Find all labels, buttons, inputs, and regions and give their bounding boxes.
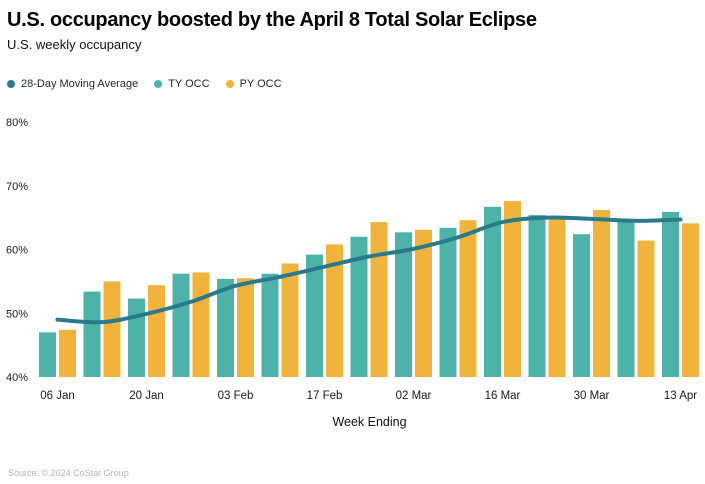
x-axis-tick-label: 17 Feb <box>307 390 343 402</box>
bar-py-occ[interactable] <box>548 216 566 377</box>
legend-label: PY OCC <box>239 77 282 90</box>
bar-py-occ[interactable] <box>281 263 299 377</box>
occupancy-bar-chart: 40% 50% 60% 70% 80% 06 Jan 20 Jan 03 Feb 17 Feb 0… <box>6 117 699 402</box>
bar-py-occ[interactable] <box>237 278 254 377</box>
bar-py-occ[interactable] <box>637 240 655 377</box>
bar-ty-occ[interactable] <box>395 232 412 377</box>
bar-py-occ[interactable] <box>148 285 165 377</box>
legend-item-ty-occ[interactable]: TY OCC <box>154 77 210 90</box>
bar-py-occ[interactable] <box>326 244 343 377</box>
bar-py-occ[interactable] <box>593 209 610 377</box>
moving-average-line <box>55 215 683 325</box>
legend-item-py-occ[interactable]: PY OCC <box>225 77 282 90</box>
legend-label: 28-Day Moving Average <box>21 77 139 90</box>
source-note: Source: © 2024 CoStar Group <box>8 468 129 478</box>
legend-label: TY OCC <box>168 77 210 90</box>
bar-ty-occ[interactable] <box>484 206 501 377</box>
legend-dot-icon <box>154 79 163 88</box>
bar-ty-occ[interactable] <box>306 254 323 377</box>
y-axis-tick-label: 60% <box>6 245 28 257</box>
x-axis-tick-label: 30 Mar <box>574 390 610 402</box>
y-axis-tick-label: 80% <box>6 117 28 129</box>
x-axis-title: Week Ending <box>332 415 407 429</box>
bar-ty-occ[interactable] <box>350 236 368 377</box>
x-axis-tick-label: 06 Jan <box>40 390 75 402</box>
chart-subtitle: U.S. weekly occupancy <box>7 37 142 52</box>
legend-item-moving-average[interactable]: 28-Day Moving Average <box>7 78 138 90</box>
x-axis-tick-label: 13 Apr <box>664 390 697 402</box>
legend-dot-icon <box>7 79 15 88</box>
bar-ty-occ[interactable] <box>83 291 101 377</box>
bar-py-occ[interactable] <box>59 329 76 377</box>
bar-py-occ[interactable] <box>459 220 477 377</box>
bar-py-occ[interactable] <box>370 222 388 377</box>
bar-py-occ[interactable] <box>103 281 121 377</box>
bar-py-occ[interactable] <box>682 223 699 377</box>
bar-ty-occ[interactable] <box>172 273 190 377</box>
x-axis-tick-label: 02 Mar <box>396 390 432 402</box>
legend-dot-icon <box>225 79 234 88</box>
chart-header: U.S. occupancy boosted by the April 8 To… <box>0 0 705 52</box>
legend: 28-Day Moving Average TY OCC PY OCC <box>0 77 705 90</box>
x-axis-tick-label: 16 Mar <box>485 390 521 402</box>
x-axis-tick-label: 20 Jan <box>129 390 164 402</box>
bar-ty-occ[interactable] <box>617 222 635 377</box>
bar-ty-occ[interactable] <box>128 298 145 377</box>
bar-ty-occ[interactable] <box>662 211 679 377</box>
bar-py-occ[interactable] <box>504 201 521 377</box>
bar-py-occ[interactable] <box>192 272 210 377</box>
bar-ty-occ[interactable] <box>39 332 56 377</box>
bar-ty-occ[interactable] <box>573 234 590 377</box>
bar-ty-occ[interactable] <box>261 273 279 377</box>
bar-ty-occ[interactable] <box>217 278 234 377</box>
bar-ty-occ[interactable] <box>439 227 457 377</box>
x-axis-tick-label: 03 Feb <box>218 390 254 402</box>
y-axis-tick-label: 50% <box>6 308 28 320</box>
chart-title: U.S. occupancy boosted by the April 8 To… <box>7 9 537 31</box>
y-axis-tick-label: 40% <box>6 372 28 384</box>
bar-py-occ[interactable] <box>415 229 432 377</box>
y-axis-tick-label: 70% <box>6 181 28 193</box>
bar-ty-occ[interactable] <box>528 215 546 377</box>
